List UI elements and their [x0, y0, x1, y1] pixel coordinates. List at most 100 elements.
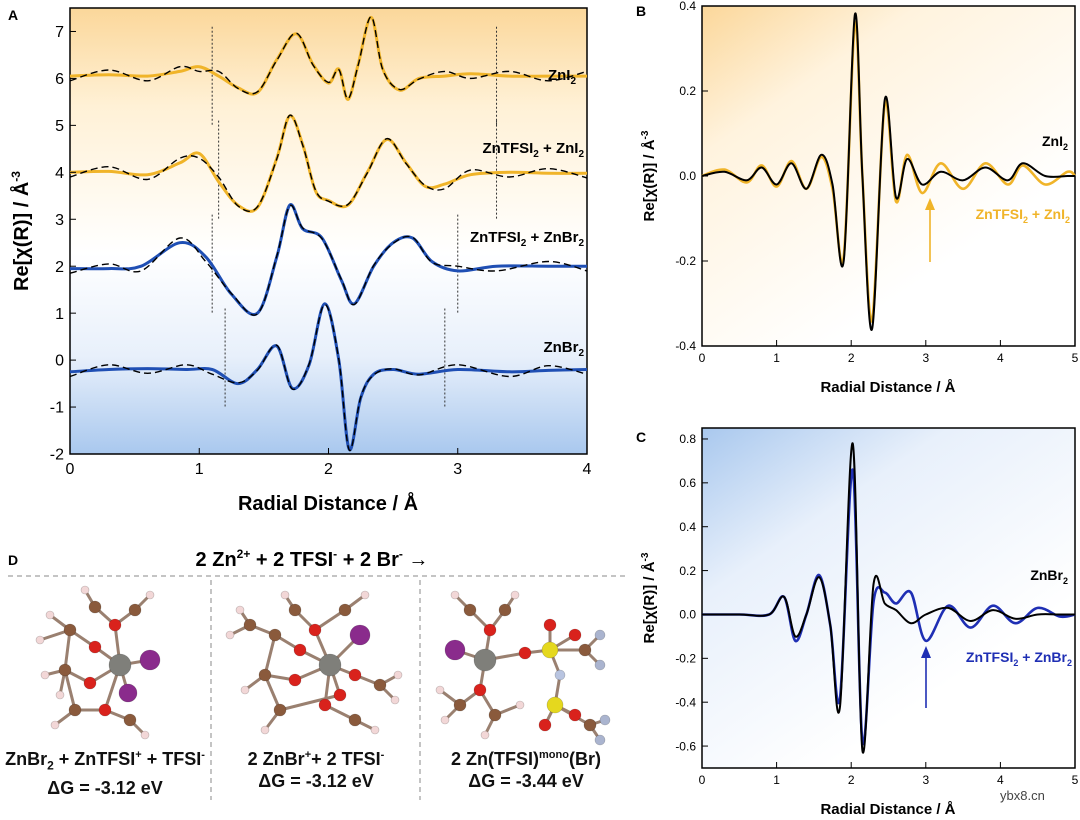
atom [88, 600, 102, 614]
atom [68, 703, 82, 717]
atom [473, 648, 497, 672]
atom [435, 685, 445, 695]
atom [318, 698, 332, 712]
y-tick-label: 7 [55, 24, 64, 41]
x-tick-label: 2 [848, 773, 855, 787]
chart-c-series-line [702, 442, 1075, 754]
atom [288, 603, 302, 617]
x-tick-label: 4 [997, 351, 1004, 365]
atom [280, 590, 290, 600]
x-tick-label: 2 [324, 461, 333, 478]
x-tick-label: 1 [773, 351, 780, 365]
atom [370, 725, 380, 735]
chart-a-series-label-zni2: ZnI2 [548, 67, 577, 87]
atom [480, 730, 490, 740]
chart-a-series-label-tfsi-znbr2: ZnTFSI2 + ZnBr2 [470, 229, 584, 249]
atom [543, 618, 557, 632]
y-tick-label: 0.6 [679, 476, 696, 490]
atom [58, 663, 72, 677]
atom [243, 618, 257, 632]
atom [83, 676, 97, 690]
y-tick-label: -0.2 [675, 652, 696, 666]
atom [473, 683, 487, 697]
chart-b-legend-colored: ZnTFSI2 + ZnI2 [976, 206, 1070, 225]
bond [279, 693, 341, 712]
chart-c-legend-black: ZnBr2 [1030, 567, 1068, 586]
atom [268, 628, 282, 642]
y-tick-label: 4 [55, 165, 64, 182]
atom [139, 649, 161, 671]
atom [538, 718, 552, 732]
chart-a-series-line [69, 302, 588, 452]
y-tick-label: 5 [55, 118, 64, 135]
y-tick-label: -0.4 [675, 339, 696, 353]
chart-a-ylabel: Re[χ(R)] / Å-3 [9, 171, 33, 291]
atom [128, 603, 142, 617]
chart-a-series-label-tfsi-zni2: ZnTFSI2 + ZnI2 [482, 140, 584, 160]
x-tick-label: 4 [583, 461, 592, 478]
structure-2-formula: 2 ZnBr++ 2 TFSI- [247, 749, 385, 769]
atom [293, 643, 307, 657]
atom [510, 590, 520, 600]
chart-c-xlabel: Radial Distance / Å [820, 801, 955, 818]
bond [63, 669, 77, 711]
atom [225, 630, 235, 640]
atom [40, 670, 50, 680]
chart-b-xlabel: Radial Distance / Å [820, 379, 955, 396]
atom [594, 659, 606, 671]
atom [554, 669, 566, 681]
y-tick-label: 0.0 [679, 608, 696, 622]
atom [583, 718, 597, 732]
atom [373, 678, 387, 692]
y-tick-label: 0.4 [679, 0, 696, 13]
x-tick-label: 4 [997, 773, 1004, 787]
chart-a-fit-line [69, 303, 588, 451]
y-tick-label: 0.2 [679, 564, 696, 578]
atom [88, 640, 102, 654]
x-tick-label: 0 [699, 351, 706, 365]
panel-d-equation: 2 Zn2+ + 2 TFSI- + 2 Br- → [196, 547, 429, 571]
chart-a-fit-line [69, 15, 588, 100]
y-tick-label: 0.0 [679, 169, 696, 183]
chart-b-series-line [701, 12, 1075, 331]
atom [444, 639, 466, 661]
x-tick-label: 2 [848, 351, 855, 365]
panel-d: 2 Zn2+ + 2 TFSI- + 2 Br- → [8, 547, 628, 800]
chart-a-series-label-znbr2: ZnBr2 [543, 339, 584, 359]
structure-caption-3: 2 Zn(TFSI)mono(Br) ΔG = -3.44 eV [421, 744, 631, 792]
atom [63, 623, 77, 637]
atom [108, 618, 122, 632]
chart-a-fit-line [69, 114, 588, 212]
panel-label-d: D [8, 552, 18, 568]
chart-c-legend-colored: ZnTFSI2 + ZnBr2 [966, 649, 1072, 668]
atom [308, 623, 322, 637]
atom [450, 590, 460, 600]
y-tick-label: -0.4 [675, 695, 696, 709]
chart-c-series-line [702, 468, 1076, 746]
atom [50, 720, 60, 730]
y-tick-label: -1 [50, 400, 64, 417]
atom [260, 725, 270, 735]
atom [463, 603, 477, 617]
atom [338, 603, 352, 617]
panel-label-c: C [636, 429, 646, 445]
x-tick-label: 1 [195, 461, 204, 478]
structure-caption-1: ZnBr2 + ZnTFSI+ + TFSI- ΔG = -3.12 eV [0, 744, 210, 799]
x-tick-label: 0 [699, 773, 706, 787]
x-tick-label: 3 [453, 461, 462, 478]
chart-a-fit-line [69, 204, 588, 316]
atom [258, 668, 272, 682]
atom [333, 688, 347, 702]
structure-1-formula: ZnBr2 + ZnTFSI+ + TFSI- [5, 749, 205, 773]
atom [515, 700, 525, 710]
structure-1-energy: ΔG = -3.12 eV [47, 777, 163, 798]
atom [240, 685, 250, 695]
x-tick-label: 5 [1072, 351, 1079, 365]
atom [98, 703, 112, 717]
chart-b-legend-black: ZnI2 [1042, 133, 1068, 152]
structure-3-formula: 2 Zn(TFSI)mono(Br) [451, 749, 601, 769]
chart-c: 0 1 2 3 4 5 -0.6 -0.4 -0.2 0.0 0.2 0.4 0.6 0.8 ZnBr2… [640, 427, 1079, 818]
panel-label-b: B [636, 3, 646, 19]
atom [348, 713, 362, 727]
atom [440, 715, 450, 725]
